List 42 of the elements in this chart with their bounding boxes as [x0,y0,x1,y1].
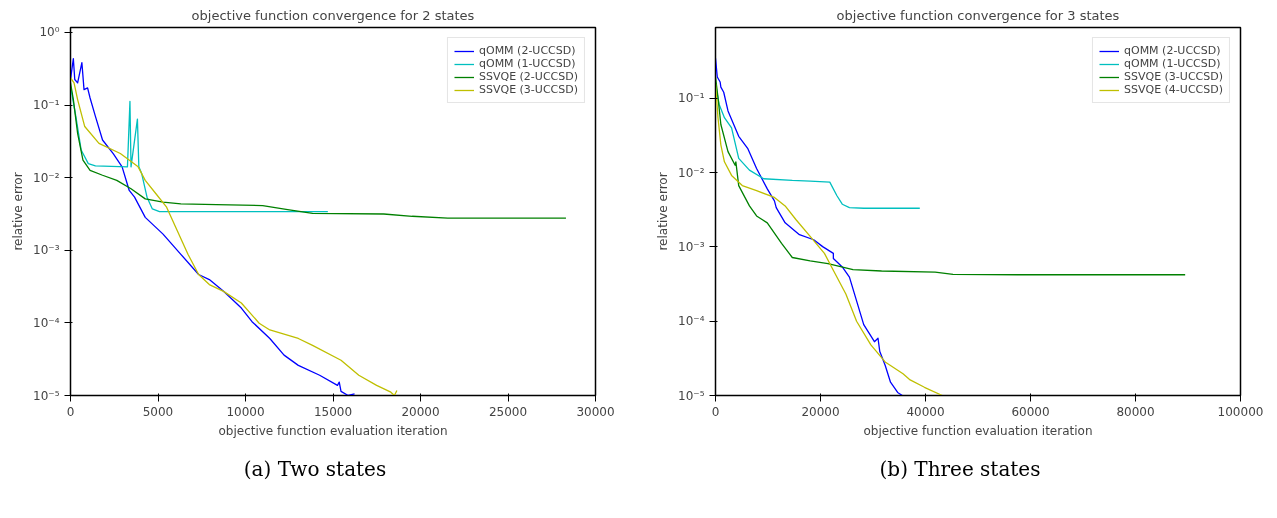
legend-label: SSVQE (4-UCCSD) [1123,83,1223,96]
text: (b) Three states [879,456,1041,483]
x-tick-label: 100000 [1217,404,1264,419]
y-tick-label: 10⁻² [678,165,705,180]
x-tick-label: 40000 [906,404,945,419]
x-tick-label: 60000 [1011,404,1050,419]
y-tick-label: 10⁰ [39,25,60,40]
y-tick-label: 10⁻³ [678,239,705,254]
x-tick-label: 10000 [226,404,265,419]
x-tick-label: 0 [711,404,720,419]
chart-title: objective function convergence for 2 states [191,7,475,23]
y-axis-title: relative error [656,172,671,251]
x-tick-label: 0 [66,404,75,419]
y-tick-label: 10⁻² [33,170,60,185]
chart-title: objective function convergence for 3 states [836,7,1120,23]
x-tick-label: 30000 [576,404,615,419]
line-series [70,77,398,396]
x-tick-label: 80000 [1116,404,1155,419]
x-tick-label: 15000 [313,404,353,419]
legend-label: qOMM (2-UCCSD) [1123,44,1221,57]
x-axis-title: objective function evaluation iteration [863,423,1093,438]
legend-label: SSVQE (2-UCCSD) [478,70,578,83]
legend-label: qOMM (2-UCCSD) [478,44,576,57]
y-tick-label: 10⁻¹ [678,91,705,106]
x-tick-label: 5000 [142,404,174,419]
y-tick-label: 10⁻⁵ [33,388,60,403]
legend-label: SSVQE (3-UCCSD) [1123,70,1223,83]
x-tick-label: 20000 [801,404,840,419]
legend-label: qOMM (1-UCCSD) [1123,57,1221,70]
y-tick-label: 10⁻⁴ [678,314,705,329]
y-tick-label: 10⁻⁴ [33,315,60,330]
legend-label: qOMM (1-UCCSD) [478,57,576,70]
y-axis-title: relative error [11,172,26,251]
y-tick-label: 10⁻⁵ [678,388,705,403]
x-axis-title: objective function evaluation iteration [218,423,448,438]
y-tick-label: 10⁻¹ [33,98,60,113]
x-tick-label: 20000 [401,404,440,419]
text: (a) Two states [243,456,387,483]
x-tick-label: 25000 [488,404,528,419]
legend-label: SSVQE (3-UCCSD) [478,83,578,96]
y-tick-label: 10⁻³ [33,243,60,258]
line-series [70,58,356,396]
